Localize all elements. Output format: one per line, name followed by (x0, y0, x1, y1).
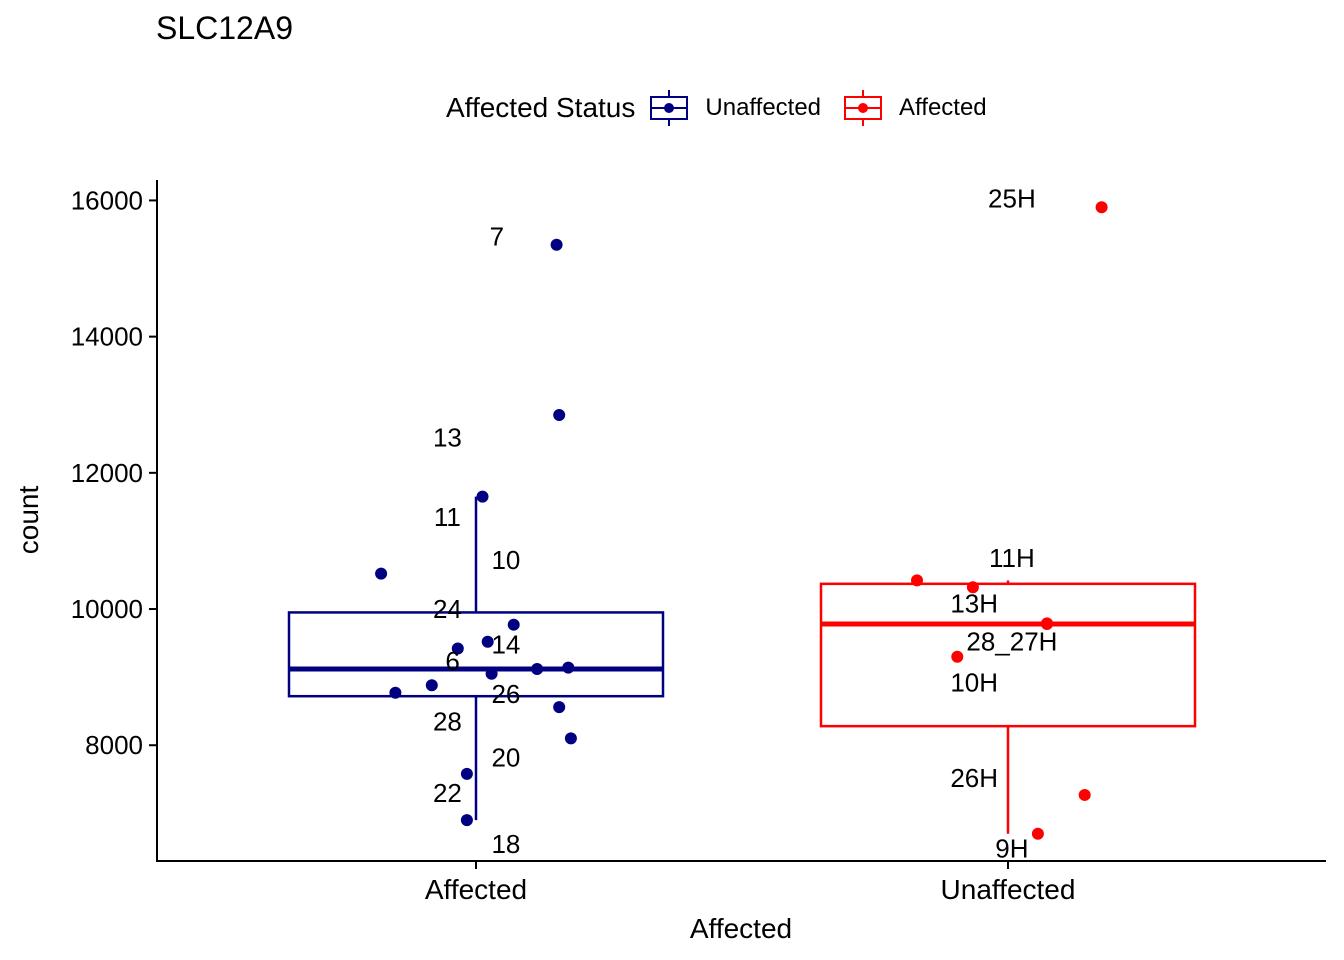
point-label: 28 (433, 706, 462, 736)
point-label: 7 (490, 222, 504, 252)
data-point (507, 618, 520, 631)
legend-key-affected-point (858, 103, 869, 113)
data-point (911, 574, 923, 587)
box-unaffected (819, 582, 1197, 728)
point-label: 28_27H (966, 627, 1057, 657)
box-affected (287, 611, 665, 698)
data-point (481, 635, 494, 648)
legend-label-affected: Affected (899, 94, 987, 121)
data-point (951, 650, 964, 663)
point-label: 24 (433, 594, 462, 624)
data-point (476, 490, 489, 503)
data-point (1078, 788, 1091, 801)
data-point (460, 814, 473, 827)
data-point (425, 679, 438, 692)
point-label: 26H (950, 763, 998, 793)
point-label: 6 (445, 646, 459, 676)
data-point (375, 567, 388, 580)
data-point (1031, 827, 1044, 840)
legend-key-unaffected-point (664, 103, 675, 113)
point-label: 25H (988, 183, 1036, 213)
legend-title: Affected Status (446, 92, 636, 123)
x-tick-label: Unaffected (941, 874, 1076, 905)
x-tick-label: Affected (425, 874, 527, 905)
point-label: 14 (491, 629, 520, 659)
data-point (531, 662, 544, 675)
data-point (553, 701, 566, 714)
data-point (460, 767, 473, 780)
data-point (564, 732, 577, 745)
y-axis-title: count (13, 486, 44, 555)
y-tick-label: 12000 (71, 458, 143, 488)
data-point (562, 661, 575, 674)
legend: Affected Status Unaffected Affected (446, 88, 1009, 128)
point-label: 10H (950, 668, 998, 698)
data-point (389, 686, 402, 699)
point-label: 13 (433, 422, 462, 452)
legend-label-unaffected: Unaffected (705, 94, 822, 121)
point-label: 22 (433, 778, 462, 808)
point-label: 11H (989, 543, 1035, 573)
data-point (550, 238, 563, 251)
x-axis-title: Affected (690, 913, 792, 944)
chart-title: SLC12A9 (156, 10, 293, 46)
data-point (485, 667, 498, 680)
data-point (1095, 201, 1108, 214)
point-label: 11 (434, 502, 461, 532)
data-point (966, 581, 979, 594)
point-label: 10 (491, 545, 520, 575)
point-label: 13H (950, 589, 998, 619)
point-label: 20 (491, 742, 520, 772)
data-point (451, 642, 464, 655)
data-point (1041, 618, 1053, 631)
y-tick-label: 10000 (71, 594, 143, 624)
y-tick-label: 8000 (85, 730, 143, 760)
legend-key-affected (844, 90, 883, 126)
y-tick-label: 16000 (71, 185, 143, 215)
point-label: 26 (491, 679, 520, 709)
point-label: 18 (491, 829, 520, 859)
legend-key-unaffected (650, 90, 689, 126)
y-tick-label: 14000 (71, 322, 143, 352)
data-point (553, 408, 566, 421)
point-label: 9H (995, 834, 1028, 864)
